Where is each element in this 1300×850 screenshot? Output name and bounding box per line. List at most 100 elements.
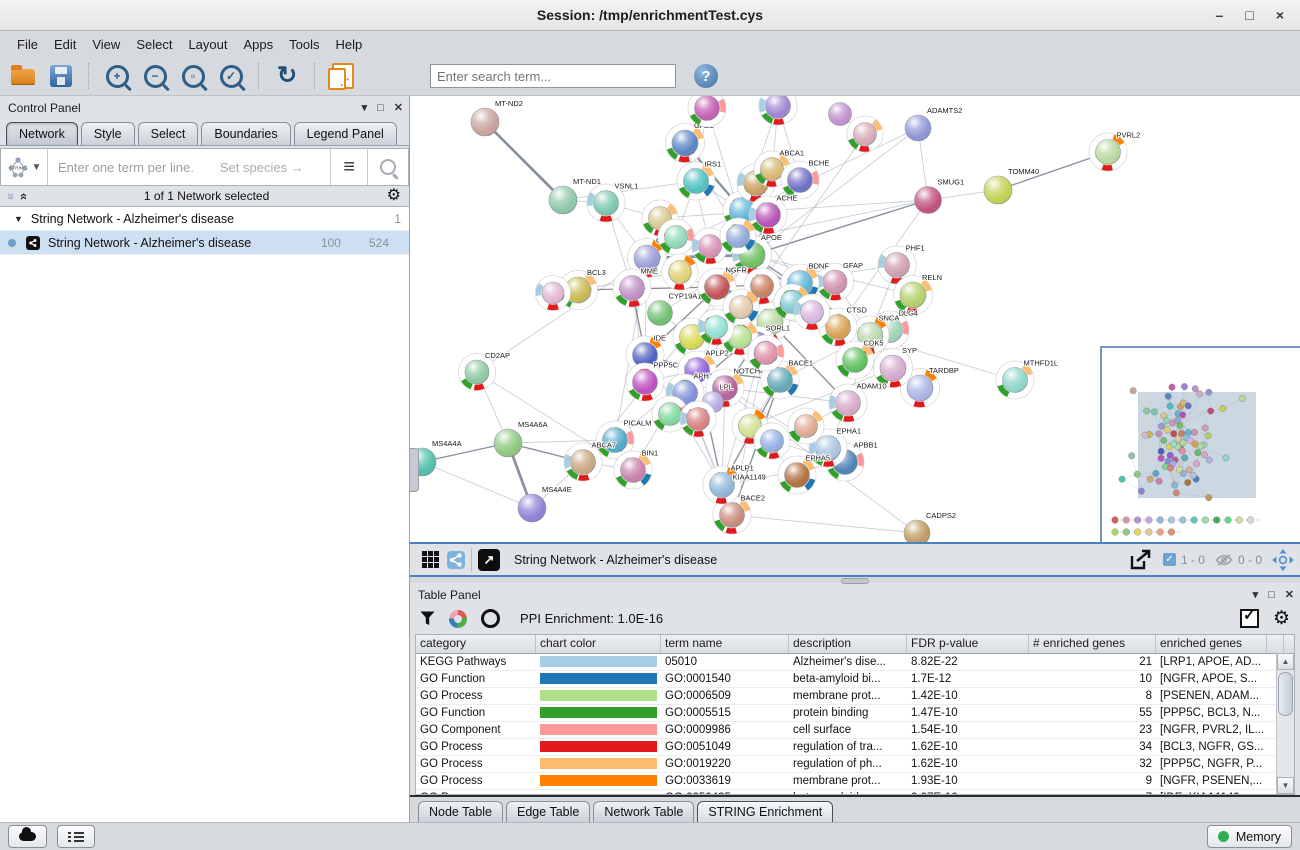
network-node[interactable] xyxy=(697,308,735,346)
column-header-term-name[interactable]: term name xyxy=(661,635,789,653)
column-header-description[interactable]: description xyxy=(789,635,907,653)
network-node[interactable] xyxy=(743,267,781,305)
expand-all-icon[interactable]: » xyxy=(15,192,31,200)
task-history-button[interactable] xyxy=(57,825,95,848)
menu-item-layout[interactable]: Layout xyxy=(188,36,228,52)
network-node[interactable] xyxy=(758,96,798,126)
network-node[interactable] xyxy=(722,288,760,326)
network-edge[interactable] xyxy=(562,180,697,201)
network-node[interactable]: GFAP xyxy=(816,260,864,301)
network-node[interactable] xyxy=(793,293,831,331)
network-node[interactable]: APBB1 xyxy=(825,440,879,482)
menu-item-file[interactable]: File xyxy=(17,36,38,52)
menu-item-select[interactable]: Select xyxy=(136,36,173,52)
network-node[interactable]: PPP5C xyxy=(625,360,680,402)
network-node[interactable]: MS4A6A xyxy=(493,419,549,458)
tab-select[interactable]: Select xyxy=(137,122,199,145)
network-edge[interactable] xyxy=(644,254,753,356)
network-node[interactable]: CDK5 xyxy=(835,338,885,380)
column-header-category[interactable]: category xyxy=(416,635,536,653)
panel-menu-icon[interactable]: ▾ xyxy=(361,102,368,114)
string-options-button[interactable]: ≡ xyxy=(330,149,367,185)
tab-node-table[interactable]: Node Table xyxy=(418,801,504,822)
memory-button[interactable]: Memory xyxy=(1206,825,1292,848)
network-node[interactable]: RELN xyxy=(893,272,943,315)
network-node[interactable]: SYP xyxy=(873,345,918,388)
network-node[interactable] xyxy=(747,334,785,372)
table-row[interactable]: GO Process GO:0019220 regulation of ph... 1… xyxy=(416,756,1294,773)
network-node[interactable]: VSNL1 xyxy=(586,181,639,223)
zoom-out-button[interactable]: − xyxy=(140,61,170,91)
grid-view-icon[interactable] xyxy=(422,551,439,568)
network-node[interactable]: PVRL2 xyxy=(1088,130,1141,172)
horizontal-splitter[interactable] xyxy=(410,577,1300,584)
search-input[interactable] xyxy=(430,64,676,88)
network-node[interactable] xyxy=(846,115,884,153)
menu-item-edit[interactable]: Edit xyxy=(53,36,77,52)
network-node[interactable]: ABCA7 xyxy=(563,440,617,482)
network-node[interactable]: TARDBP xyxy=(900,365,960,408)
network-edge[interactable] xyxy=(659,199,929,219)
network-node[interactable]: EPHA5 xyxy=(777,453,831,495)
birds-eye-navigator[interactable] xyxy=(1100,346,1300,542)
save-session-button[interactable] xyxy=(46,61,76,91)
table-row[interactable]: GO Function GO:0001540 beta-amyloid bi... 1… xyxy=(416,671,1294,688)
menu-item-view[interactable]: View xyxy=(92,36,121,52)
network-node[interactable]: CTSD xyxy=(818,305,869,347)
network-edge[interactable] xyxy=(731,514,918,534)
network-node[interactable]: CLU xyxy=(627,235,672,278)
string-protein-query-selector[interactable]: STRING ▼ xyxy=(1,149,48,185)
tab-edge-table[interactable]: Edge Table xyxy=(506,801,591,822)
scrollbar-thumb[interactable] xyxy=(1278,672,1293,716)
string-search-button[interactable] xyxy=(367,149,408,185)
column-header--enriched-genes[interactable]: # enriched genes xyxy=(1029,635,1156,653)
network-edge[interactable] xyxy=(421,461,533,509)
scrollbar-track[interactable] xyxy=(1277,718,1294,777)
network-node[interactable]: BIN1 xyxy=(613,448,659,490)
tab-style[interactable]: Style xyxy=(80,122,135,145)
string-query-placeholder[interactable]: Enter one term per line. xyxy=(58,159,194,175)
panel-float-icon[interactable]: □ xyxy=(1268,589,1275,601)
table-vertical-scrollbar[interactable]: ▲ ▼ xyxy=(1276,653,1294,794)
network-node[interactable]: SMUG1 xyxy=(914,177,965,214)
tab-network-table[interactable]: Network Table xyxy=(593,801,695,822)
network-edge[interactable] xyxy=(751,127,919,256)
network-node[interactable]: MS4A4E xyxy=(517,484,573,523)
table-row[interactable]: GO Process GO:0033619 membrane prot... 1.93… xyxy=(416,773,1294,790)
panel-splitter-handle[interactable] xyxy=(410,448,419,492)
navigator-toggle-icon[interactable] xyxy=(1272,548,1294,571)
network-node[interactable] xyxy=(828,102,852,126)
network-node[interactable]: MME xyxy=(612,266,659,308)
zoom-in-button[interactable]: + xyxy=(102,61,132,91)
network-node[interactable]: EPHA1 xyxy=(808,426,862,468)
network-row[interactable]: String Network - Alzheimer's disease 100 5… xyxy=(0,231,409,255)
select-rows-icon[interactable] xyxy=(1239,606,1259,628)
network-node[interactable]: ADAMTS2 xyxy=(904,105,963,142)
network-edge[interactable] xyxy=(421,442,509,463)
automation-button[interactable] xyxy=(8,825,47,848)
gear-icon[interactable]: ⚙ xyxy=(386,187,401,204)
maximize-button[interactable]: □ xyxy=(1245,7,1254,23)
panel-close-icon[interactable]: ✕ xyxy=(393,102,403,114)
network-edge[interactable] xyxy=(484,121,564,201)
tab-string-enrichment[interactable]: STRING Enrichment xyxy=(697,801,834,822)
network-node[interactable]: ACHE xyxy=(748,193,798,235)
enrichment-chart-icon[interactable] xyxy=(449,609,467,628)
network-node[interactable] xyxy=(679,400,717,438)
tree-expand-icon[interactable]: ▼ xyxy=(14,213,23,224)
column-header-chart-color[interactable]: chart color xyxy=(536,635,661,653)
column-header-enriched-genes[interactable]: enriched genes xyxy=(1156,635,1267,653)
reset-chart-icon[interactable] xyxy=(481,609,500,628)
scroll-up-arrow[interactable]: ▲ xyxy=(1277,653,1294,670)
network-edge[interactable] xyxy=(684,133,866,394)
network-collection-row[interactable]: ▼ String Network - Alzheimer's disease 1 xyxy=(0,207,409,231)
network-node[interactable]: CADPS2 xyxy=(903,510,957,542)
zoom-selected-button[interactable]: ✓ xyxy=(216,61,246,91)
scroll-down-arrow[interactable]: ▼ xyxy=(1277,777,1294,794)
splitter-grip[interactable] xyxy=(841,578,869,584)
network-node[interactable] xyxy=(657,218,695,256)
network-node[interactable]: BACE1 xyxy=(760,358,814,400)
open-in-browser-button[interactable]: ↗ xyxy=(478,548,500,571)
